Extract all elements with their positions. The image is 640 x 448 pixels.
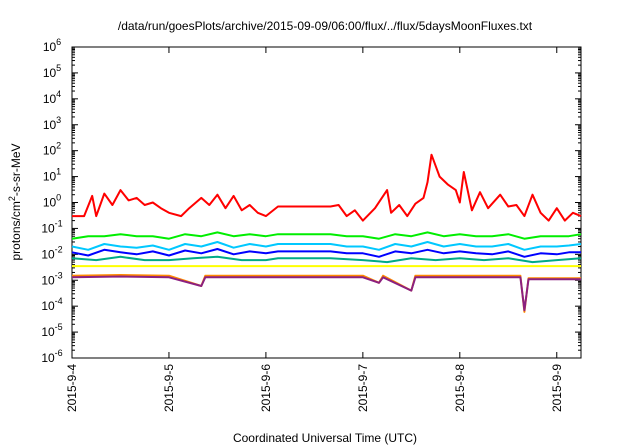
y-tick-label: 104	[43, 89, 61, 106]
series-group	[71, 153, 582, 313]
y-tick-label: 10-6	[41, 348, 62, 365]
y-tick-label: 10-1	[41, 218, 62, 235]
y-tick-label: 106	[43, 37, 61, 54]
x-axis: 2015-9-4 2015-9-5 2015-9-6 2015-9-7 2015-9-8…	[65, 47, 564, 412]
series-line-3	[71, 241, 582, 251]
y-tick-label: 105	[43, 63, 61, 80]
x-tick-label: 2015-9-9	[550, 364, 564, 412]
series-line-5	[71, 255, 582, 264]
y-tick-label: 10-2	[41, 244, 62, 261]
series-line-8	[71, 275, 581, 312]
y-tick-label: 102	[43, 141, 61, 158]
x-axis-title: Coordinated Universal Time (UTC)	[233, 431, 417, 445]
x-tick-label: 2015-9-8	[453, 364, 467, 412]
y-axis: 10-6 10-5 10-4 10-3 10-2 10-1 100 101 102 103 104 1…	[41, 37, 581, 365]
x-tick-label: 2015-9-5	[162, 364, 176, 412]
y-tick-label: 101	[43, 167, 61, 184]
y-tick-label: 103	[43, 115, 61, 132]
y-tick-label: 10-3	[41, 270, 62, 287]
series-line-2	[71, 231, 582, 240]
y-tick-label: 10-4	[41, 296, 62, 313]
chart-title: /data/run/goesPlots/archive/2015-09-09/0…	[118, 19, 533, 33]
series-line-4	[71, 248, 581, 258]
series-line-1	[72, 153, 582, 222]
y-tick-label: 10-5	[41, 322, 62, 339]
x-tick-label: 2015-9-4	[65, 364, 79, 412]
x-tick-label: 2015-9-7	[356, 364, 370, 412]
y-tick-label: 100	[43, 193, 61, 210]
x-tick-label: 2015-9-6	[259, 364, 273, 412]
y-axis-title: protons/cm2-s-sr-MeV	[7, 143, 23, 260]
series-line-7	[71, 274, 581, 313]
